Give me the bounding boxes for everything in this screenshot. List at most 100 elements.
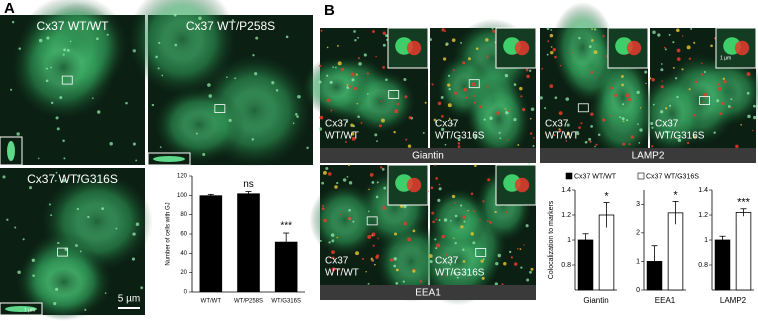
puncta bbox=[444, 30, 447, 33]
puncta bbox=[639, 128, 643, 132]
puncta bbox=[32, 274, 35, 277]
puncta bbox=[449, 263, 452, 266]
puncta bbox=[453, 271, 457, 275]
puncta bbox=[66, 49, 70, 52]
puncta bbox=[550, 50, 554, 55]
puncta bbox=[448, 87, 451, 91]
nucleus bbox=[47, 268, 82, 296]
y-tick-label: 0 bbox=[636, 287, 640, 294]
micrograph bbox=[416, 163, 537, 306]
puncta bbox=[471, 82, 476, 87]
puncta bbox=[296, 115, 299, 118]
puncta bbox=[96, 110, 101, 114]
puncta bbox=[371, 180, 375, 184]
puncta bbox=[716, 83, 720, 86]
puncta bbox=[330, 233, 335, 237]
x-tick-label: LAMP2 bbox=[720, 296, 747, 305]
puncta bbox=[487, 178, 491, 182]
inset-blob bbox=[406, 177, 422, 193]
puncta bbox=[382, 43, 386, 47]
puncta bbox=[460, 41, 462, 44]
puncta bbox=[497, 253, 502, 258]
puncta bbox=[125, 101, 128, 105]
puncta bbox=[403, 204, 407, 209]
roi-box bbox=[61, 75, 73, 85]
puncta bbox=[664, 48, 667, 51]
y-tick-label: 80 bbox=[180, 212, 187, 218]
puncta bbox=[566, 131, 570, 136]
puncta bbox=[202, 153, 206, 157]
puncta bbox=[467, 57, 471, 61]
puncta bbox=[676, 57, 681, 61]
puncta bbox=[59, 96, 63, 100]
puncta bbox=[368, 188, 370, 191]
puncta bbox=[318, 80, 322, 84]
puncta bbox=[530, 267, 534, 271]
puncta bbox=[529, 270, 532, 274]
puncta bbox=[344, 140, 347, 143]
puncta bbox=[730, 98, 733, 101]
puncta bbox=[491, 27, 494, 30]
panel-label: B bbox=[324, 2, 335, 19]
puncta bbox=[358, 62, 362, 66]
puncta bbox=[354, 39, 357, 42]
micrograph bbox=[301, 27, 429, 148]
image-label: Cx37 bbox=[545, 119, 569, 130]
puncta bbox=[578, 126, 581, 129]
puncta bbox=[55, 116, 59, 120]
puncta bbox=[676, 95, 679, 99]
puncta bbox=[321, 181, 325, 185]
puncta bbox=[473, 101, 476, 104]
puncta bbox=[198, 16, 202, 20]
puncta bbox=[57, 241, 60, 245]
nucleus bbox=[183, 111, 216, 139]
legend-swatch bbox=[637, 172, 645, 180]
puncta bbox=[77, 174, 80, 177]
puncta bbox=[453, 237, 455, 240]
puncta bbox=[370, 257, 373, 260]
y-tick-label: 40 bbox=[180, 251, 187, 257]
puncta bbox=[740, 123, 742, 126]
puncta bbox=[480, 259, 484, 263]
puncta bbox=[550, 46, 553, 48]
puncta bbox=[337, 44, 339, 47]
puncta bbox=[487, 220, 489, 222]
puncta bbox=[584, 140, 588, 144]
puncta bbox=[580, 122, 583, 125]
puncta bbox=[306, 146, 309, 150]
puncta bbox=[408, 116, 412, 120]
x-tick-label: Giantin bbox=[583, 296, 608, 305]
puncta bbox=[554, 55, 557, 59]
puncta bbox=[546, 27, 550, 30]
puncta bbox=[747, 114, 751, 119]
significance: * bbox=[604, 190, 609, 202]
puncta bbox=[499, 137, 502, 140]
puncta bbox=[37, 157, 40, 160]
puncta bbox=[443, 218, 448, 222]
puncta bbox=[510, 256, 513, 259]
puncta bbox=[660, 85, 664, 89]
puncta bbox=[132, 142, 136, 146]
puncta bbox=[504, 108, 507, 110]
puncta bbox=[451, 194, 456, 199]
puncta bbox=[470, 192, 474, 196]
inset-blob bbox=[153, 156, 185, 162]
puncta bbox=[438, 219, 441, 222]
puncta bbox=[431, 83, 434, 86]
puncta bbox=[746, 72, 751, 76]
image-label: Cx37 WT/P258S bbox=[186, 19, 275, 33]
puncta bbox=[342, 178, 347, 182]
puncta bbox=[380, 118, 385, 123]
puncta bbox=[645, 82, 647, 85]
puncta bbox=[719, 112, 723, 115]
puncta bbox=[441, 234, 446, 239]
bar bbox=[577, 239, 594, 291]
caption: EEA1 bbox=[415, 288, 441, 299]
puncta bbox=[372, 244, 375, 247]
inset-scale: 1 µm bbox=[24, 307, 35, 313]
puncta bbox=[591, 28, 593, 31]
y-tick-label: 0 bbox=[184, 290, 188, 296]
puncta bbox=[375, 255, 379, 260]
puncta bbox=[470, 232, 474, 236]
puncta bbox=[660, 63, 663, 65]
